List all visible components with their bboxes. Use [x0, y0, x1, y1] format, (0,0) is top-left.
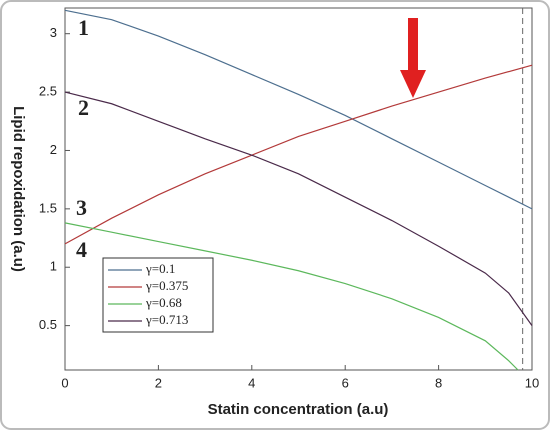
curve-label: 4 — [76, 237, 87, 262]
line — [64, 222, 519, 371]
y-tick-label: 3 — [50, 25, 57, 40]
y-tick-label: 2.5 — [39, 84, 57, 99]
arrow — [400, 18, 426, 98]
x-tick-label: 0 — [61, 375, 68, 390]
y-tick-label: 2 — [50, 142, 57, 157]
x-tick-label: 6 — [342, 375, 349, 390]
x-tick-label: 10 — [525, 375, 539, 390]
plot-area — [64, 7, 533, 371]
y-tick-label: 0.5 — [39, 317, 57, 332]
line — [64, 91, 533, 326]
x-axis-title: Statin concentration (a.u) — [208, 401, 389, 418]
x-tick-label: 8 — [435, 375, 442, 390]
y-tick-label: 1.5 — [39, 200, 57, 215]
x-tick-label: 2 — [155, 375, 162, 390]
legend-label: γ=0.1 — [145, 261, 175, 276]
y-tick-label: 1 — [50, 259, 57, 274]
curve-label: 1 — [78, 15, 89, 40]
legend-label: γ=0.713 — [145, 312, 188, 327]
legend-label: γ=0.68 — [145, 295, 182, 310]
x-tick-label: 4 — [248, 375, 255, 390]
legend-label: γ=0.375 — [145, 278, 188, 293]
curve-label: 3 — [76, 195, 87, 220]
line — [64, 9, 533, 210]
curve-label: 2 — [78, 95, 89, 120]
y-axis-title: Lipid repoxidation (a.u) — [10, 106, 27, 272]
line — [64, 64, 533, 245]
